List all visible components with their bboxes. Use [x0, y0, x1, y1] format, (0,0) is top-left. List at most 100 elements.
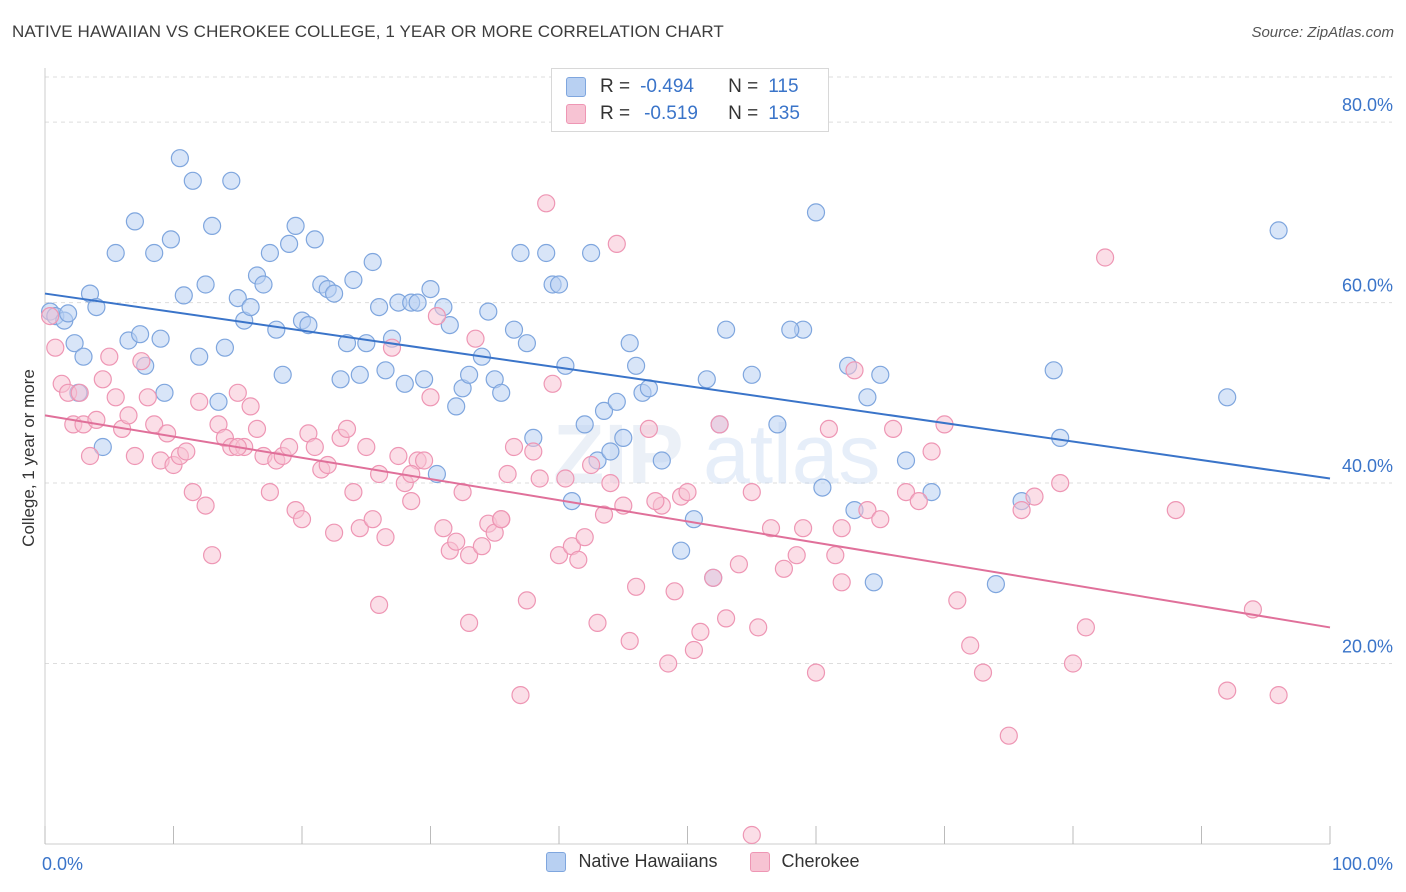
data-point-native-hawaiians [106, 243, 125, 263]
data-point-cherokee [46, 338, 65, 357]
legend-item-cherokee[interactable]: Cherokee [749, 851, 860, 872]
data-point-native-hawaiians [742, 365, 761, 384]
data-point-native-hawaiians [65, 334, 84, 353]
data-point-cherokee [228, 383, 247, 402]
data-point-cherokee [344, 483, 363, 502]
data-point-native-hawaiians [556, 356, 575, 375]
legend-r-value: -0.494 [640, 76, 694, 97]
data-point-native-hawaiians [273, 365, 292, 384]
data-point-cherokee [588, 613, 607, 633]
series-legend: Native Hawaiians Cherokee [0, 851, 1406, 872]
data-point-cherokee [569, 550, 588, 569]
data-point-native-hawaiians [716, 320, 736, 339]
data-point-cherokee [132, 352, 151, 371]
data-point-native-hawaiians [697, 370, 716, 389]
series-cherokee [40, 194, 1288, 845]
data-point-native-hawaiians [215, 338, 234, 357]
data-point-native-hawaiians [575, 415, 594, 434]
data-point-cherokee [607, 234, 626, 253]
tick-labels: 20.0% 40.0% 60.0% 80.0% 0.0% 100.0% [42, 95, 1393, 874]
data-point-cherokee [138, 388, 157, 407]
data-point-native-hawaiians [267, 320, 286, 339]
data-point-cherokee [370, 464, 389, 484]
legend-n-label: N = [728, 103, 759, 124]
data-point-cherokee [447, 532, 466, 551]
data-point-cherokee [1269, 685, 1288, 705]
data-point-native-hawaiians [626, 356, 646, 375]
data-point-cherokee [883, 419, 903, 438]
data-point-cherokee [434, 519, 453, 538]
source-credit: Source: ZipAtlas.com [1251, 24, 1394, 41]
x-tick-label-max: 100.0% [1332, 854, 1393, 874]
data-point-native-hawaiians [517, 334, 537, 353]
data-point-cherokee [742, 825, 761, 845]
data-point-cherokee [594, 505, 614, 524]
data-point-native-hawaiians [1269, 221, 1288, 240]
legend-swatch-pink [566, 104, 586, 124]
data-point-cherokee [196, 496, 215, 515]
data-point-cherokee [729, 555, 749, 574]
data-point-cherokee [460, 613, 479, 633]
data-point-cherokee [415, 451, 434, 470]
data-point-native-hawaiians [415, 370, 434, 389]
data-point-cherokee [858, 501, 877, 520]
y-tick-label: 80.0% [1342, 95, 1393, 115]
data-point-native-hawaiians [344, 270, 363, 290]
data-point-native-hawaiians [161, 230, 180, 249]
data-point-native-hawaiians [460, 365, 479, 384]
data-point-native-hawaiians [652, 451, 671, 470]
data-point-cherokee [845, 361, 864, 380]
legend-item-native-hawaiians[interactable]: Native Hawaiians [546, 851, 718, 872]
y-tick-label: 40.0% [1342, 456, 1393, 476]
data-point-native-hawaiians [183, 171, 202, 190]
data-point-cherokee [626, 577, 646, 596]
data-point-cherokee [659, 654, 678, 673]
data-point-cherokee [581, 455, 601, 475]
watermark-atlas: atlas [703, 407, 880, 501]
data-point-native-hawaiians [614, 428, 633, 447]
data-point-native-hawaiians [395, 374, 414, 393]
data-point-cherokee [337, 419, 357, 438]
data-point-native-hawaiians [190, 347, 209, 366]
data-point-cherokee [93, 370, 112, 389]
data-point-native-hawaiians [896, 451, 916, 470]
data-point-cherokee [1025, 487, 1044, 506]
data-point-cherokee [119, 406, 138, 425]
data-point-native-hawaiians [1044, 361, 1063, 380]
data-point-cherokee [1063, 654, 1083, 673]
data-point-cherokee [466, 329, 485, 348]
data-point-cherokee [871, 510, 890, 529]
data-point-native-hawaiians [299, 316, 318, 335]
data-point-cherokee [973, 663, 993, 682]
data-point-cherokee [684, 640, 704, 660]
data-point-cherokee [601, 474, 620, 493]
data-point-cherokee [511, 685, 530, 705]
data-point-cherokee [530, 469, 549, 488]
data-point-native-hawaiians [813, 478, 832, 497]
data-point-cherokee [575, 528, 594, 547]
data-point-native-hawaiians [305, 230, 324, 249]
legend-n-label: N = [728, 76, 759, 97]
series-native-hawaiians [40, 149, 1288, 594]
data-point-native-hawaiians [549, 275, 569, 294]
data-point-cherokee [749, 618, 768, 637]
data-point-native-hawaiians [427, 464, 446, 484]
data-point-cherokee [325, 523, 344, 542]
data-point-native-hawaiians [125, 212, 144, 231]
data-point-native-hawaiians [260, 243, 279, 263]
data-point-cherokee [1076, 618, 1096, 637]
data-point-native-hawaiians [350, 365, 369, 384]
data-point-native-hawaiians [331, 370, 350, 389]
x-tick-label-min: 0.0% [42, 854, 83, 874]
y-axis-title: College, 1 year or more [19, 369, 38, 547]
data-point-native-hawaiians [325, 284, 344, 303]
data-point-cherokee [80, 446, 100, 466]
data-point-native-hawaiians [357, 334, 376, 353]
data-point-native-hawaiians [376, 361, 395, 380]
data-point-cherokee [1166, 501, 1185, 520]
data-point-cherokee [190, 392, 209, 411]
data-point-native-hawaiians [504, 320, 524, 339]
data-point-cherokee [1051, 474, 1070, 493]
data-point-native-hawaiians [155, 383, 174, 402]
